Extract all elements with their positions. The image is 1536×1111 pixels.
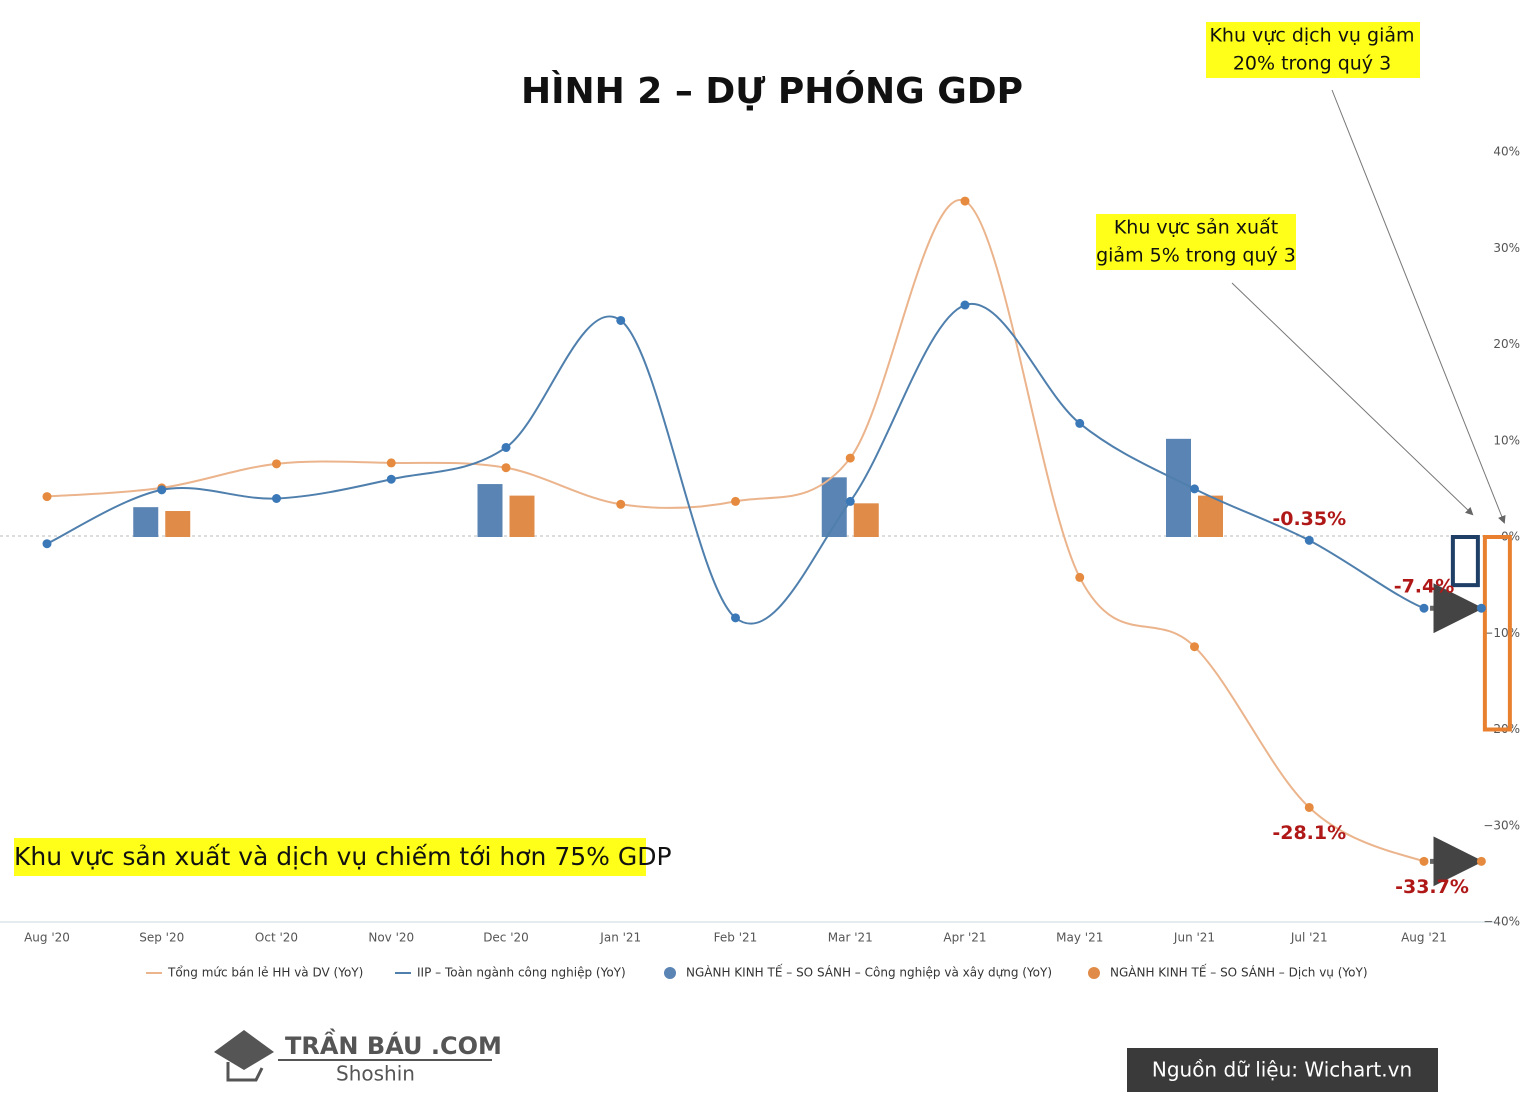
x-tick-label: May '21	[1056, 931, 1103, 945]
y-tick-label: 40%	[1493, 145, 1520, 159]
x-tick-label: Sep '20	[139, 931, 184, 945]
annotation-highlight	[1206, 22, 1420, 78]
bar	[133, 507, 159, 537]
x-tick-label: Mar '21	[828, 931, 873, 945]
bar	[821, 477, 847, 537]
point	[1190, 484, 1199, 494]
data-label: -0.35%	[1272, 508, 1346, 530]
point	[501, 463, 511, 473]
annotation-pointer	[1231, 282, 1474, 516]
legend-label: Tổng mức bán lẻ HH và DV (YoY)	[167, 966, 363, 980]
point	[845, 453, 855, 463]
bar	[477, 484, 503, 537]
point	[731, 496, 740, 506]
point	[501, 442, 511, 452]
point	[386, 474, 396, 484]
logo-tagline: Shoshin	[336, 1062, 415, 1086]
point	[960, 300, 970, 310]
bar	[853, 503, 879, 537]
x-tick-label: Aug '21	[1401, 931, 1447, 945]
y-tick-label: −40%	[1483, 915, 1520, 929]
data-label: -28.1%	[1272, 822, 1346, 844]
point	[1419, 603, 1429, 613]
y-tick-label: −30%	[1483, 818, 1520, 832]
point	[272, 494, 281, 503]
point	[1476, 856, 1486, 866]
point	[1476, 603, 1486, 613]
legend-label: NGÀNH KINH TẾ – SO SÁNH – Dịch vụ (YoY)	[1110, 964, 1368, 980]
point	[1304, 802, 1314, 812]
point	[616, 499, 626, 509]
bar	[509, 495, 535, 537]
point	[1075, 572, 1085, 582]
point	[42, 539, 52, 549]
y-tick-label: 20%	[1493, 337, 1520, 351]
legend-swatch	[664, 967, 676, 979]
point	[731, 613, 740, 623]
x-tick-label: Jan '21	[599, 931, 641, 945]
x-tick-label: Dec '20	[483, 931, 529, 945]
legend-swatch	[1088, 967, 1100, 979]
y-tick-label: −10%	[1483, 626, 1520, 640]
bar	[1450, 535, 1480, 588]
y-tick-label: 10%	[1493, 433, 1520, 447]
bar	[1166, 438, 1191, 537]
point	[845, 496, 855, 506]
annotation: Khu vực dịch vụ giảm	[1209, 25, 1414, 47]
annotation: Khu vực sản xuất và dịch vụ chiếm tới hơ…	[14, 842, 672, 871]
point	[272, 459, 281, 469]
logo-name: TRẦN BÁU .COM	[285, 1027, 502, 1060]
bar	[1482, 535, 1512, 732]
logo: TRẦN BÁU .COM Shoshin	[214, 1027, 502, 1086]
chart-title: HÌNH 2 – DỰ PHÓNG GDP	[521, 70, 1023, 112]
x-tick-label: Feb '21	[714, 931, 758, 945]
point	[1075, 418, 1085, 428]
point	[42, 492, 52, 502]
bar	[1198, 495, 1223, 537]
x-tick-label: Oct '20	[255, 931, 298, 945]
legend-label: IIP – Toàn ngành công nghiệp (YoY)	[417, 966, 626, 980]
line	[46, 302, 1425, 625]
annotation-pointer	[1331, 89, 1506, 524]
annotation: 20% trong quý 3	[1233, 53, 1391, 75]
bar	[165, 511, 191, 537]
annotation: giảm 5% trong quý 3	[1096, 245, 1296, 267]
data-label: -7.4%	[1394, 576, 1455, 598]
point	[386, 458, 396, 468]
annotation: Khu vực sản xuất	[1114, 217, 1278, 239]
data-label: -33.7%	[1395, 876, 1469, 898]
x-tick-label: Nov '20	[368, 931, 414, 945]
x-tick-label: Apr '21	[943, 931, 986, 945]
point	[1304, 535, 1314, 545]
x-tick-label: Aug '20	[24, 931, 70, 945]
y-tick-label: 30%	[1493, 241, 1520, 255]
source: Nguồn dữ liệu: Wichart.vn	[1152, 1058, 1412, 1082]
annotation-highlight	[14, 838, 646, 876]
annotation-highlight	[1096, 214, 1296, 270]
x-tick-label: Jul '21	[1290, 931, 1328, 945]
x-tick-label: Jun '21	[1173, 931, 1215, 945]
point	[1190, 642, 1199, 652]
point	[1419, 856, 1429, 866]
source-box	[1127, 1048, 1438, 1092]
point	[960, 196, 970, 206]
point	[616, 315, 626, 325]
legend-label: NGÀNH KINH TẾ – SO SÁNH – Công nghiệp và…	[686, 964, 1052, 980]
point	[157, 485, 167, 495]
